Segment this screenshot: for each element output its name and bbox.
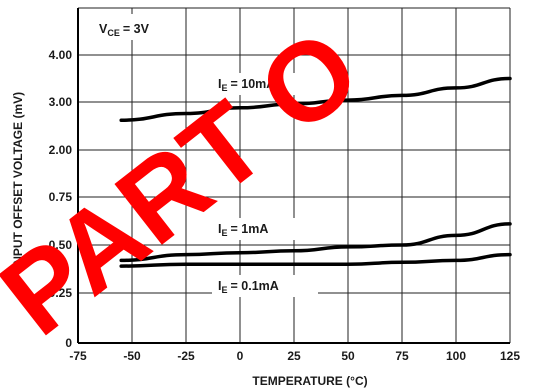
y-tick-label: 3.00 [49, 95, 73, 109]
y-axis-title: INPUT OFFSET VOLTAGE (mV) [11, 92, 25, 268]
x-tick-label: 25 [287, 349, 301, 363]
y-tick-label: 0.75 [49, 190, 73, 204]
x-tick-labels: -75 -50 -25 0 25 50 75 100 125 [69, 349, 520, 363]
series-layer [119, 76, 512, 268]
series-label-bg [212, 73, 312, 95]
series-label-0: IE = 10mA [218, 77, 275, 93]
y-tick-label: 2.00 [49, 143, 73, 157]
y-tick-label: 4.00 [49, 48, 73, 62]
x-tick-label: 0 [237, 349, 244, 363]
series-line-0 [119, 76, 512, 122]
x-tick-label: -25 [177, 349, 195, 363]
series-line-1 [119, 222, 512, 263]
series-line-2 [119, 252, 512, 268]
y-tick-label: 0 [65, 336, 72, 350]
series-label-bg [212, 218, 308, 240]
y-tick-label: 0.25 [49, 286, 73, 300]
x-tick-label: -75 [69, 349, 87, 363]
x-tick-label: 100 [446, 349, 466, 363]
x-tick-label: -50 [123, 349, 141, 363]
series-label-bg [212, 275, 318, 297]
x-tick-label: 50 [341, 349, 355, 363]
series-label-1: IE = 1mA [218, 222, 268, 238]
series-label-2: IE = 0.1mA [218, 279, 279, 295]
x-tick-label: 125 [500, 349, 520, 363]
x-axis-title: TEMPERATURE (°C) [252, 374, 367, 388]
grid-lines [77, 7, 511, 344]
plot-frame [77, 8, 510, 344]
condition-label-bg [92, 14, 160, 40]
x-tick-label: 75 [395, 349, 409, 363]
series-labels: IE = 10mA IE = 1mA IE = 0.1mA [212, 73, 318, 297]
x-axis-unit: (°C) [346, 374, 367, 388]
y-tick-labels: 0 0.25 0.50 0.75 2.00 3.00 4.00 [49, 48, 73, 350]
condition-label: VCE = 3V [99, 22, 150, 38]
y-tick-label: 0.50 [49, 238, 73, 252]
